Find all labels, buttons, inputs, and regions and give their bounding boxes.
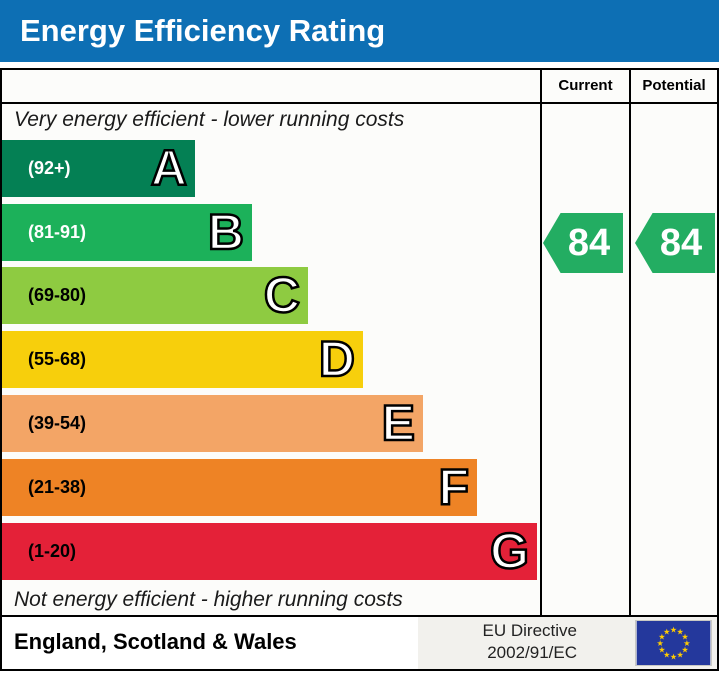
band-b-range: (81-91) (28, 222, 87, 242)
rating-chart: Current Potential Very energy efficient … (0, 68, 719, 617)
current-rating-value: 84 (567, 222, 611, 264)
band-a-letter: A (150, 139, 189, 198)
eu-directive-line1: EU Directive (482, 621, 577, 640)
current-column-header: Current (558, 77, 613, 94)
band-f-range: (21-38) (28, 477, 87, 497)
header-divider-line (2, 102, 717, 104)
svg-text:★: ★ (681, 645, 688, 655)
svg-text:★: ★ (677, 626, 684, 636)
potential-column-divider (629, 70, 631, 615)
band-g-range: (1-20) (28, 541, 77, 561)
top-note: Very energy efficient - lower running co… (14, 108, 405, 131)
svg-text:★: ★ (663, 626, 670, 636)
potential-rating-badge: 84 (635, 213, 715, 273)
svg-text:★: ★ (677, 650, 684, 660)
band-b-letter: B (207, 203, 246, 262)
band-e: (39-54) E (2, 394, 423, 453)
current-column-divider (540, 70, 542, 615)
band-f: (21-38) F (2, 458, 477, 517)
svg-text:★: ★ (663, 650, 670, 660)
footer: England, Scotland & Wales EU Directive 2… (0, 617, 719, 671)
current-rating-badge: 84 (543, 213, 623, 273)
band-g: (1-20) G (2, 522, 537, 581)
svg-text:★: ★ (670, 625, 677, 635)
potential-column-header: Potential (642, 77, 706, 94)
band-e-letter: E (380, 394, 416, 453)
svg-text:★: ★ (656, 638, 663, 648)
svg-text:★: ★ (683, 638, 690, 648)
svg-text:★: ★ (670, 651, 677, 661)
band-a: (92+) A (2, 139, 195, 198)
potential-rating-value: 84 (659, 222, 703, 264)
band-c-letter: C (263, 266, 302, 325)
band-a-range: (92+) (28, 158, 71, 178)
svg-text:★: ★ (658, 645, 665, 655)
eu-flag-icon: ★ ★ ★ ★ ★ ★ ★ ★ ★ ★ ★ ★ (635, 620, 712, 666)
band-c: (69-80) C (2, 266, 308, 325)
bottom-note: Not energy efficient - higher running co… (14, 588, 403, 611)
band-d-letter: D (318, 330, 357, 389)
eu-directive-line2: 2002/91/EC (487, 643, 577, 662)
band-d-range: (55-68) (28, 349, 87, 369)
band-d: (55-68) D (2, 330, 363, 389)
title-bar: Energy Efficiency Rating (0, 0, 719, 62)
svg-text:★: ★ (658, 631, 665, 641)
band-e-range: (39-54) (28, 413, 87, 433)
band-b: (81-91) B (2, 203, 252, 262)
page-title: Energy Efficiency Rating (20, 13, 386, 48)
band-f-letter: F (437, 458, 470, 517)
eu-directive-label: EU Directive 2002/91/EC (483, 620, 577, 664)
region-label: England, Scotland & Wales (14, 629, 297, 654)
svg-text:★: ★ (681, 631, 688, 641)
band-g-letter: G (489, 522, 530, 581)
band-c-range: (69-80) (28, 285, 87, 305)
